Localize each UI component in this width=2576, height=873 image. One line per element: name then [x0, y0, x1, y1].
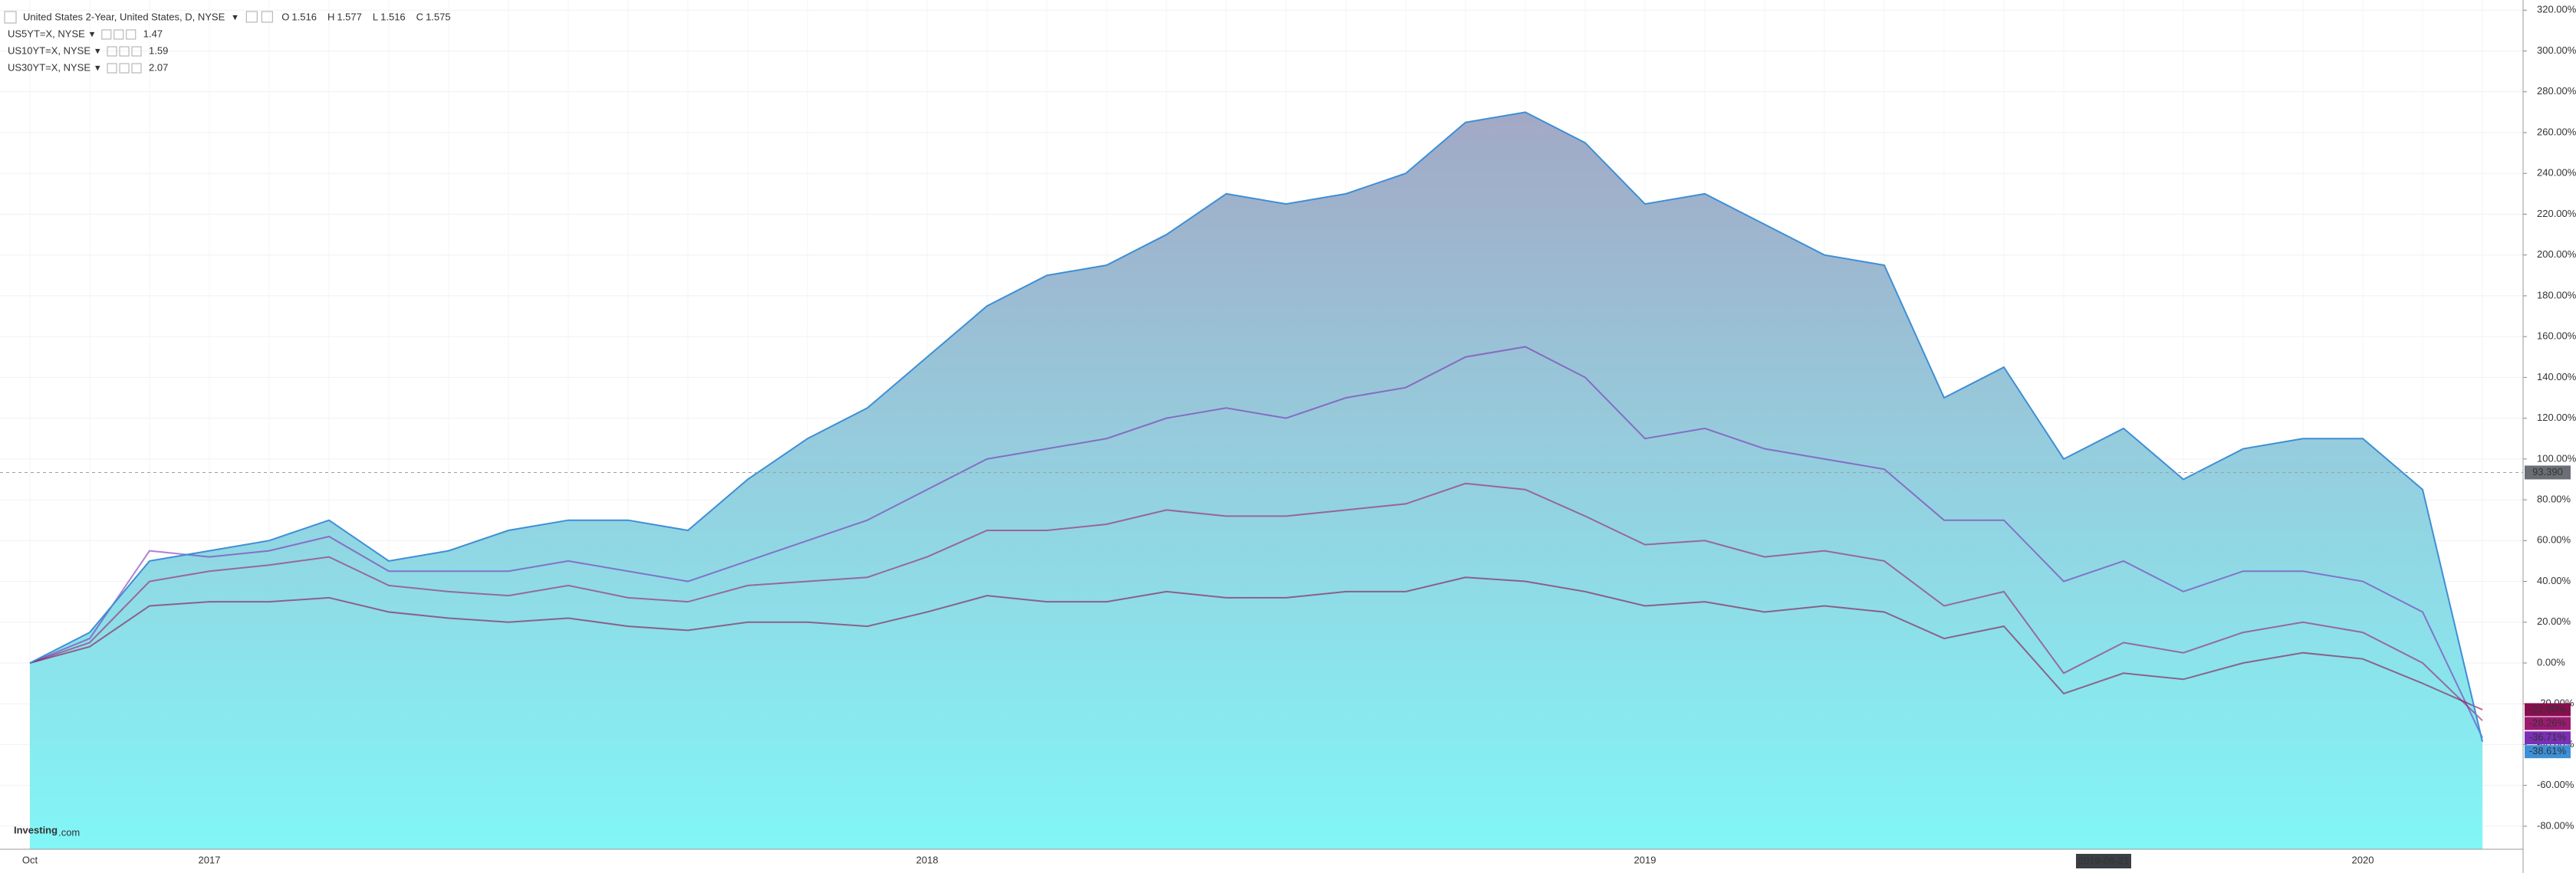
- ohlc-label: C: [416, 11, 423, 22]
- series-line: [29, 346, 2483, 739]
- icon[interactable]: [126, 29, 137, 40]
- legend-name[interactable]: US5YT=X, NYSE: [8, 28, 85, 39]
- value-label: -36.71%: [2529, 731, 2567, 743]
- y-tick-label: -60.00%: [2537, 779, 2574, 790]
- icon[interactable]: [131, 46, 142, 57]
- icon[interactable]: [4, 11, 17, 24]
- x-tick-label: 2017: [199, 854, 221, 865]
- icon[interactable]: [131, 63, 142, 74]
- value-label: -38.61%: [2529, 745, 2567, 756]
- icon[interactable]: [119, 63, 130, 74]
- icon[interactable]: [107, 63, 117, 74]
- y-tick-label: 100.00%: [2537, 452, 2576, 464]
- chart-title: United States 2-Year, United States, D, …: [23, 11, 225, 22]
- y-tick-label: 320.00%: [2537, 4, 2576, 15]
- legend-price: 2.07: [149, 61, 168, 73]
- y-tick-label: 280.00%: [2537, 85, 2576, 97]
- y-tick-label: 220.00%: [2537, 208, 2576, 219]
- y-tick-label: 60.00%: [2537, 534, 2571, 546]
- value-label: -28.26%: [2529, 717, 2567, 728]
- crosshair-x-label-bg: [2076, 854, 2131, 868]
- ohlc-label: O: [281, 11, 289, 22]
- y-tick-label: 40.00%: [2537, 575, 2571, 586]
- dropdown: ▾: [95, 44, 100, 56]
- ohlc-value: 1.516: [291, 11, 317, 22]
- legend-name[interactable]: US30YT=X, NYSE: [8, 61, 90, 73]
- legend-price: 1.59: [149, 44, 168, 56]
- x-tick-label: Oct: [22, 854, 38, 865]
- value-label-bg: [2525, 717, 2571, 730]
- dropdown: ▾: [232, 11, 238, 22]
- dropdown: ▾: [95, 61, 100, 73]
- y-tick-label: 300.00%: [2537, 44, 2576, 56]
- x-tick-label: 2019: [1634, 854, 1656, 865]
- area: [30, 112, 2482, 849]
- x-tick-label: 2020: [2352, 854, 2374, 865]
- y-tick-label: 0.00%: [2537, 656, 2565, 668]
- value-label-bg: [2525, 703, 2571, 717]
- value-label-bg: [2525, 731, 2571, 745]
- icon[interactable]: [261, 11, 273, 23]
- crosshair-y-label-bg: [2525, 465, 2571, 480]
- ohlc-value: 1.577: [337, 11, 362, 22]
- y-tick-label: 20.00%: [2537, 615, 2571, 627]
- y-tick-label: 120.00%: [2537, 412, 2576, 423]
- series-line: [29, 482, 2483, 721]
- icon[interactable]: [245, 11, 258, 23]
- value-label-bg: [2525, 745, 2571, 759]
- icon[interactable]: [114, 29, 124, 40]
- y-tick-label: 240.00%: [2537, 167, 2576, 179]
- ohlc-label: H: [327, 11, 334, 22]
- logo: .com: [58, 826, 80, 838]
- icon[interactable]: [107, 46, 117, 57]
- y-tick-label: 180.00%: [2537, 289, 2576, 300]
- legend: United States 2-Year, United States, D, …: [4, 11, 451, 838]
- y-tick-label: 200.00%: [2537, 248, 2576, 260]
- y-tick-label: -80.00%: [2537, 819, 2574, 831]
- dropdown: ▾: [90, 28, 95, 39]
- ohlc-label: L: [373, 11, 378, 22]
- icon[interactable]: [101, 29, 112, 40]
- crosshair-y-label: 93.390: [2532, 466, 2563, 478]
- y-tick-label: 260.00%: [2537, 126, 2576, 137]
- y-tick-label: 160.00%: [2537, 330, 2576, 342]
- plot-area: [29, 111, 2483, 849]
- series-line: [29, 111, 2483, 742]
- crosshair-x-label: 2019-08-21: [2078, 855, 2130, 866]
- value-label: -22.90%: [2529, 703, 2567, 714]
- x-tick-label: 2018: [916, 854, 939, 865]
- ohlc-value: 1.516: [380, 11, 406, 22]
- logo: Investing: [14, 824, 58, 835]
- series-line: [29, 576, 2483, 711]
- icon[interactable]: [119, 46, 130, 57]
- y-tick-label: 80.00%: [2537, 494, 2571, 505]
- legend-price: 1.47: [143, 28, 163, 39]
- legend-name[interactable]: US10YT=X, NYSE: [8, 44, 90, 56]
- ohlc-value: 1.575: [426, 11, 451, 22]
- y-tick-label: 140.00%: [2537, 371, 2576, 382]
